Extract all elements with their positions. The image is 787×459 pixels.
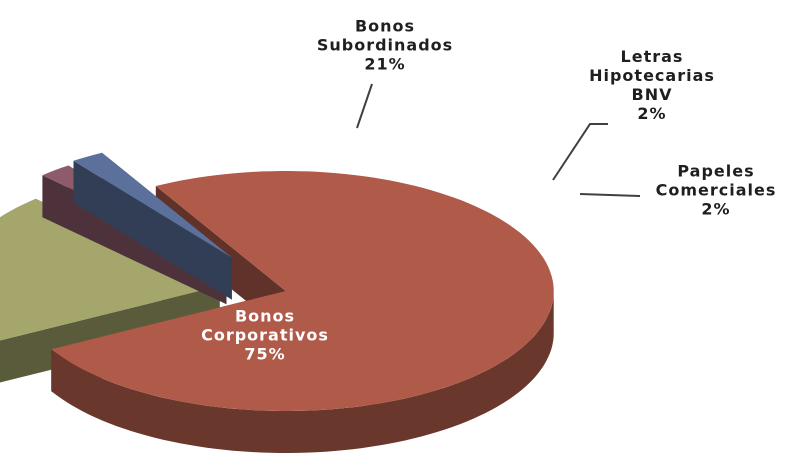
slice-label: Letras Hipotecarias BNV 2% [589, 47, 715, 123]
leader-line [579, 193, 641, 197]
value-label: 75% [244, 344, 286, 364]
value-label: 2% [701, 199, 731, 219]
value-label: 21% [364, 54, 406, 74]
slice [51, 171, 554, 411]
category-label: Letras Hipotecarias BNV [589, 47, 715, 104]
leader-lines [356, 83, 641, 197]
slice-label: Papeles Comerciales 2% [656, 162, 777, 219]
slice [73, 152, 232, 258]
category-label: Papeles Comerciales [655, 161, 777, 200]
category-label: Bonos Corporativos [201, 306, 329, 345]
value-label: 2% [637, 104, 667, 123]
leader-line [356, 83, 373, 129]
slice [73, 152, 232, 300]
leader-line [552, 123, 608, 181]
slice-side [51, 291, 554, 453]
slice [0, 198, 220, 341]
slice-label: Bonos Subordinados 21% [317, 17, 453, 74]
slice-label: Bonos Corporativos 75% [201, 307, 329, 364]
category-label: Bonos Subordinados [316, 16, 454, 55]
